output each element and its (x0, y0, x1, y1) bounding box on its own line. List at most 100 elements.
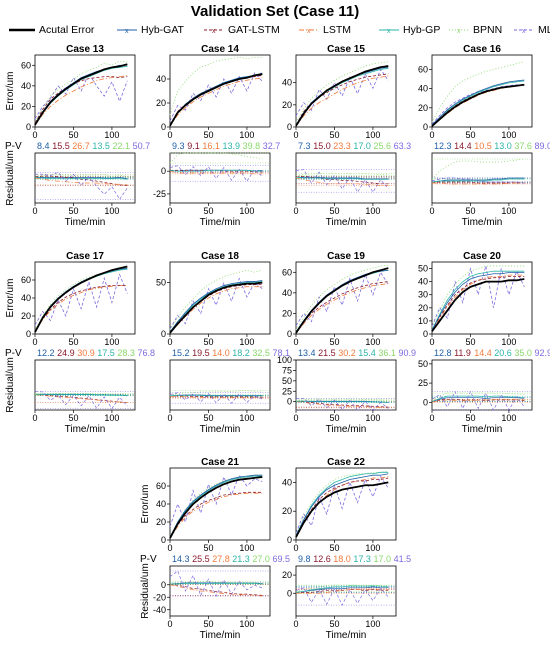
residual-line (295, 175, 389, 185)
x-tick-label: 100 (501, 337, 516, 347)
x-axis-label: Time/min (200, 630, 241, 641)
x-tick-label: 50 (465, 130, 475, 140)
pv-value: 18.2 (232, 348, 250, 358)
residual-line (169, 390, 263, 396)
residual-line (34, 173, 128, 178)
x-axis-label: Time/min (200, 217, 241, 228)
legend-swatch: x (449, 28, 469, 35)
y-tick-label: 50 (156, 278, 166, 288)
residual-y-tick-label: 25 (418, 378, 428, 388)
legend-label: BPNN (473, 24, 503, 36)
series-line (169, 73, 263, 125)
series-line (431, 84, 525, 125)
y-tick-label: 40 (418, 277, 428, 287)
residual-line (35, 177, 128, 179)
x-axis-label: Time/min (326, 217, 367, 228)
residual-line (34, 394, 128, 404)
x-tick-label: 0 (293, 337, 298, 347)
pv-value: 12.3 (434, 141, 452, 151)
residual-y-tick-label: 0 (423, 397, 428, 407)
series-line (169, 492, 263, 539)
x-tick-label: 0 (293, 543, 298, 553)
panel-title: Case 13 (66, 44, 104, 55)
svg-text:x: x (522, 28, 526, 35)
pv-value: 7.3 (298, 141, 311, 151)
y-tick-label: 10 (418, 316, 428, 326)
residual-x-tick-label: 50 (68, 413, 78, 423)
x-axis-label: Time/min (65, 424, 106, 435)
pv-label: P-V (5, 348, 22, 359)
x-tick-label: 0 (429, 337, 434, 347)
residual-x-tick-label: 50 (203, 206, 213, 216)
pv-value: 12.8 (434, 348, 452, 358)
pv-value: 9.3 (172, 141, 185, 151)
residual-line (295, 587, 389, 606)
series-line (431, 84, 525, 127)
pv-value: 37.6 (514, 141, 532, 151)
series-line (169, 474, 263, 527)
residual-line (170, 581, 263, 584)
y-tick-label: 20 (282, 100, 292, 110)
residual-y-tick-label: 0 (287, 588, 292, 598)
y-tick-label: 0 (26, 329, 31, 339)
pv-value: 15.0 (313, 141, 331, 151)
series-line (169, 476, 263, 539)
error-axes-frame (295, 261, 397, 335)
y-tick-label: 40 (21, 293, 31, 303)
y-tick-label: 60 (21, 60, 31, 70)
y-tick-label: 20 (156, 98, 166, 108)
residual-y-tick-label: 50 (282, 376, 292, 386)
residual-y-tick-label: -20 (153, 592, 166, 602)
y-axis-label: Error/um (140, 485, 151, 524)
error-axes-frame (295, 467, 397, 541)
residual-axis-label: Residual/um (5, 357, 16, 413)
y-tick-label: 20 (282, 308, 292, 318)
panel-title: Case 16 (463, 44, 501, 55)
panel-title: Case 15 (327, 44, 365, 55)
series-line (169, 77, 263, 127)
residual-line (169, 169, 263, 172)
pv-value: 30.9 (77, 348, 95, 358)
y-tick-label: 20 (156, 517, 166, 527)
series-line (169, 56, 263, 116)
legend-item: x Hyb-GAT (116, 24, 184, 36)
y-tick-label: 60 (156, 481, 166, 491)
residual-line (169, 394, 263, 397)
residual-x-tick-label: 50 (203, 413, 213, 423)
x-tick-label: 100 (501, 130, 516, 140)
residual-axis-label: Residual/um (5, 150, 16, 206)
residual-line (34, 391, 128, 410)
y-tick-label: 20 (418, 303, 428, 313)
x-tick-label: 100 (365, 543, 380, 553)
pv-value: 17.3 (353, 554, 371, 564)
residual-x-tick-label: 100 (239, 206, 254, 216)
x-tick-label: 0 (429, 130, 434, 140)
y-tick-label: 0 (287, 535, 292, 545)
residual-line (296, 400, 389, 403)
pv-label: P-V (5, 141, 22, 152)
pv-value: 16.1 (202, 141, 220, 151)
y-tick-label: 40 (282, 477, 292, 487)
residual-line (34, 177, 128, 186)
pv-value: 24.9 (57, 348, 75, 358)
residual-axes-frame (169, 152, 271, 204)
pv-value: 17.5 (97, 348, 115, 358)
residual-line (432, 182, 525, 185)
svg-text:x: x (387, 28, 391, 35)
residual-axes-frame (34, 359, 136, 411)
panel-title: Case 20 (463, 251, 501, 262)
pv-value: 22.1 (113, 141, 131, 151)
series-line (169, 72, 263, 122)
error-axes-frame (431, 54, 533, 128)
residual-x-tick-label: 0 (167, 619, 172, 629)
series-line (169, 474, 263, 538)
residual-x-tick-label: 0 (293, 413, 298, 423)
series-line (431, 79, 525, 126)
residual-line (296, 400, 389, 403)
x-tick-label: 0 (32, 337, 37, 347)
series-line (295, 67, 389, 126)
legend-label: LSTM (323, 24, 352, 36)
residual-line (431, 395, 525, 402)
legend-item: Acutal Error (8, 24, 94, 36)
pv-value: 35.0 (514, 348, 532, 358)
